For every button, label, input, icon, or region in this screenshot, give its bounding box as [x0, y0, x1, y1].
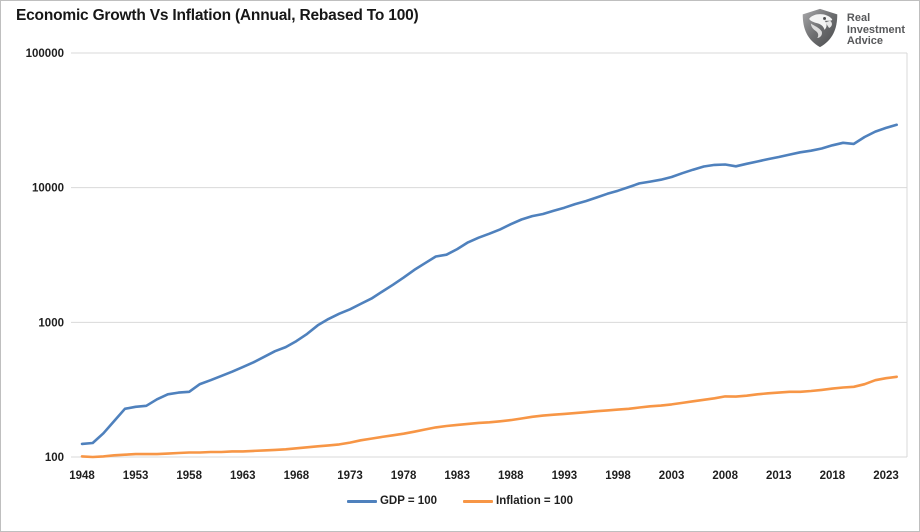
y-tick-label: 10000: [32, 183, 64, 195]
y-tick-label: 100: [45, 452, 64, 464]
brand-name: Real Investment Advice: [847, 13, 905, 48]
legend-label-inflation: Inflation = 100: [496, 495, 574, 507]
x-tick-label: 1963: [230, 470, 256, 482]
series-line-gdp: [80, 123, 899, 446]
x-tick-label: 1948: [69, 470, 95, 482]
chart-title: Economic Growth Vs Inflation (Annual, Re…: [16, 7, 419, 24]
inflation-line-swatch: [463, 499, 493, 503]
x-tick-label: 1993: [552, 470, 578, 482]
x-tick-label: 1988: [498, 470, 524, 482]
brand-line-3: Advice: [846, 35, 883, 48]
x-tick-label: 2018: [820, 470, 846, 482]
x-tick-label: 1998: [605, 470, 631, 482]
brand-logo: Real Investment Advice: [800, 8, 905, 53]
x-tick-label: 1953: [123, 470, 149, 482]
legend-label-gdp: GDP = 100: [379, 495, 437, 507]
x-tick-label: 1968: [284, 470, 310, 482]
x-tick-label: 2008: [712, 470, 738, 482]
x-tick-label: 2023: [873, 470, 899, 482]
brand-line-1: Real: [846, 12, 871, 25]
series-line-inflation: [80, 375, 899, 459]
x-tick-label: 1973: [337, 470, 363, 482]
x-tick-label: 1983: [444, 470, 470, 482]
y-tick-label: 1000: [38, 317, 64, 329]
x-tick-label: 2003: [659, 470, 685, 482]
chart-legend: GDP = 100 Inflation = 100: [1, 495, 919, 507]
x-tick-label: 1978: [391, 470, 417, 482]
x-tick-label: 2013: [766, 470, 792, 482]
gdp-line-swatch: [346, 499, 377, 503]
brand-line-2: Investment: [846, 23, 905, 36]
legend-item-inflation: Inflation = 100: [463, 495, 573, 507]
legend-item-gdp: GDP = 100: [346, 495, 437, 507]
eagle-shield-icon: [800, 8, 840, 53]
y-tick-label: 100000: [26, 48, 64, 60]
x-tick-label: 1958: [176, 470, 202, 482]
